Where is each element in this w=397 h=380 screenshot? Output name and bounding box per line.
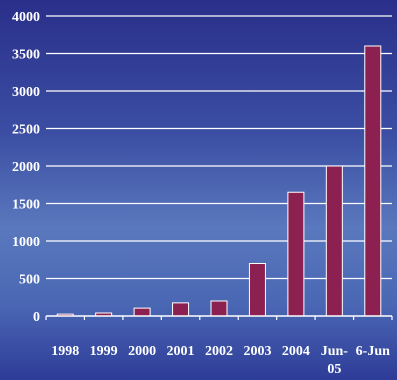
x-tick-label: 2004 (282, 344, 310, 359)
x-tick-label: 2003 (243, 344, 271, 359)
x-axis-labels: 1998 1999 2000 2001 2002 2003 2004 Jun-05 6-Jun (51, 344, 390, 377)
y-tick-label: 1500 (12, 198, 40, 213)
y-tick-label: 3000 (12, 85, 40, 100)
y-tick-label: 500 (19, 273, 40, 288)
bar-2003 (248, 263, 266, 317)
bar-6-Jun (364, 45, 382, 317)
y-tick-label: 3500 (12, 48, 40, 63)
bar-2004 (287, 191, 305, 317)
bar-Jun-05 (325, 165, 343, 317)
x-tick-label: 2000 (128, 344, 156, 359)
x-tick-label: 2002 (205, 344, 233, 359)
x-tick-label: 1998 (51, 344, 79, 359)
y-axis-ticks: 0 500 1000 1500 2000 2500 3000 3500 4000 (12, 10, 40, 325)
x-tick-label: 6-Jun (356, 344, 390, 359)
x-tick-label: 2001 (167, 344, 195, 359)
grid-lines (46, 15, 392, 280)
y-tick-label: 4000 (12, 10, 40, 25)
y-tick-label: 0 (33, 310, 40, 325)
y-tick-label: 2500 (12, 123, 40, 138)
bar-2000 (133, 307, 151, 317)
y-tick-label: 2000 (12, 160, 40, 175)
bar-2001 (172, 302, 190, 317)
x-axis (45, 315, 393, 320)
x-tick-label: Jun-05 (321, 344, 349, 377)
y-tick-label: 1000 (12, 235, 40, 250)
x-tick-label: 1999 (90, 344, 118, 359)
bar-2002 (210, 300, 228, 317)
bars (56, 45, 382, 317)
